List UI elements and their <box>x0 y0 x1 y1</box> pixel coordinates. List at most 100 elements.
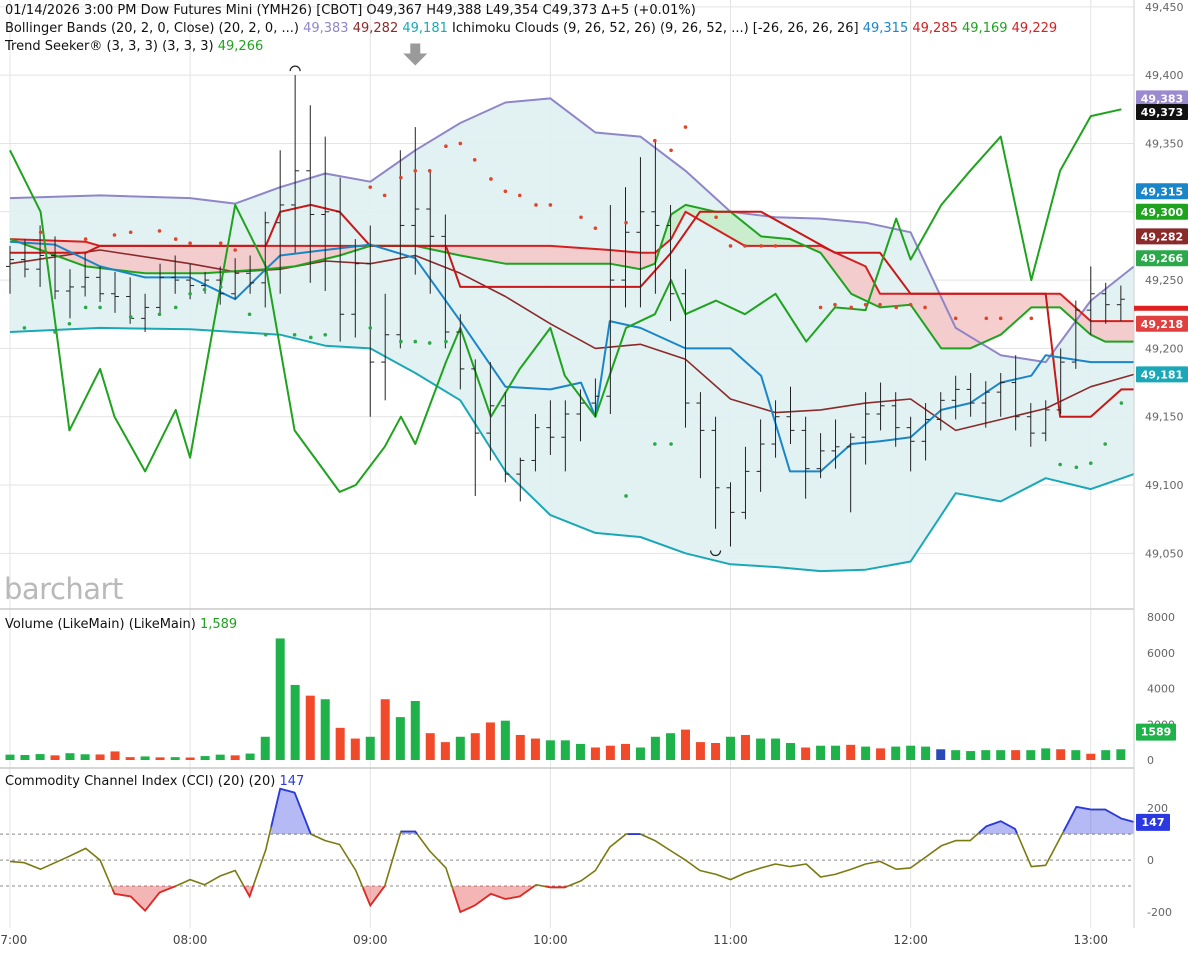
volume-bar[interactable] <box>891 747 900 760</box>
volume-bar[interactable] <box>831 746 840 760</box>
volume-panel[interactable] <box>6 638 1126 760</box>
volume-bar[interactable] <box>516 735 525 760</box>
cci-legend: Commodity Channel Index (CCI) (20) (20) … <box>5 773 304 791</box>
volume-bar[interactable] <box>471 733 480 760</box>
volume-bar[interactable] <box>741 735 750 760</box>
volume-bar[interactable] <box>1011 750 1020 760</box>
volume-bar[interactable] <box>366 737 375 760</box>
volume-bar[interactable] <box>171 757 180 760</box>
volume-bar[interactable] <box>111 751 120 760</box>
volume-bar[interactable] <box>1101 750 1110 760</box>
volume-bar[interactable] <box>20 755 29 760</box>
volume-bar[interactable] <box>456 737 465 760</box>
volume-legend: Volume (LikeMain) (LikeMain) 1,589 <box>5 616 237 634</box>
price-value-label: 49,300 <box>1136 204 1188 220</box>
volume-bar[interactable] <box>426 733 435 760</box>
volume-bar[interactable] <box>921 747 930 760</box>
volume-bar[interactable] <box>591 747 600 760</box>
volume-bar[interactable] <box>216 755 225 760</box>
legend-ts-value: 49,266 <box>218 39 264 54</box>
trend-seeker-dot-green <box>219 285 223 289</box>
volume-bar[interactable] <box>666 733 675 760</box>
volume-bar[interactable] <box>771 739 780 760</box>
volume-bar[interactable] <box>276 638 285 760</box>
volume-bar[interactable] <box>756 739 765 760</box>
cci-tick-label: 0 <box>1147 854 1154 867</box>
price-panel[interactable] <box>6 43 1134 571</box>
volume-bar[interactable] <box>351 739 360 760</box>
volume-bar[interactable] <box>81 754 90 760</box>
trend-seeker-dot-green <box>1058 463 1062 467</box>
volume-bar[interactable] <box>1056 749 1065 760</box>
trend-seeker-dot-red <box>504 189 508 193</box>
x-tick-label: 11:00 <box>713 933 748 947</box>
volume-bar[interactable] <box>1041 748 1050 760</box>
volume-bar[interactable] <box>876 748 885 760</box>
volume-bar[interactable] <box>1026 750 1035 760</box>
volume-bar[interactable] <box>786 743 795 760</box>
legend-bb-upper: 49,383 <box>303 21 349 36</box>
volume-bar[interactable] <box>711 743 720 760</box>
volume-bar[interactable] <box>846 745 855 760</box>
volume-bar[interactable] <box>561 740 570 760</box>
volume-bar[interactable] <box>141 756 150 760</box>
volume-bar[interactable] <box>6 755 15 760</box>
volume-bar[interactable] <box>996 750 1005 760</box>
cci-panel[interactable] <box>0 789 1134 912</box>
volume-bar[interactable] <box>306 696 315 760</box>
volume-bar[interactable] <box>156 757 165 760</box>
legend-bb-lower: 49,181 <box>402 21 448 36</box>
trend-seeker-dot-green <box>264 333 268 337</box>
volume-bar[interactable] <box>246 754 255 760</box>
volume-bar[interactable] <box>231 755 240 760</box>
volume-bar[interactable] <box>381 699 390 760</box>
volume-bar[interactable] <box>966 751 975 760</box>
volume-bar[interactable] <box>51 755 60 760</box>
volume-bar[interactable] <box>201 756 210 760</box>
volume-bar[interactable] <box>636 747 645 760</box>
volume-bar[interactable] <box>861 747 870 760</box>
volume-bar[interactable] <box>486 722 495 760</box>
volume-bar[interactable] <box>261 737 270 760</box>
volume-bar[interactable] <box>126 757 135 760</box>
volume-bar[interactable] <box>696 742 705 760</box>
volume-bar[interactable] <box>726 737 735 760</box>
trend-seeker-dot-red <box>669 148 673 152</box>
price-value-label-text: 49,315 <box>1141 185 1183 198</box>
volume-bar[interactable] <box>65 753 74 760</box>
volume-bar[interactable] <box>576 744 585 760</box>
volume-bar[interactable] <box>336 728 345 760</box>
volume-bar[interactable] <box>411 701 420 760</box>
volume-bar[interactable] <box>1086 754 1095 760</box>
trend-seeker-dot-red <box>833 303 837 307</box>
volume-bar[interactable] <box>801 747 810 760</box>
volume-bar[interactable] <box>291 685 300 760</box>
volume-bar[interactable] <box>546 740 555 760</box>
volume-bar[interactable] <box>981 750 990 760</box>
trend-seeker-dot-red <box>219 241 223 245</box>
volume-bar[interactable] <box>531 739 540 760</box>
volume-bar[interactable] <box>621 744 630 760</box>
x-tick-label: 09:00 <box>353 933 388 947</box>
volume-bar[interactable] <box>1071 750 1080 760</box>
volume-bar[interactable] <box>186 757 195 760</box>
volume-bar[interactable] <box>441 742 450 760</box>
volume-bar[interactable] <box>36 754 45 760</box>
volume-bar[interactable] <box>96 754 105 760</box>
volume-bar[interactable] <box>951 750 960 760</box>
high-marker-icon <box>290 66 300 71</box>
volume-bar[interactable] <box>906 746 915 760</box>
volume-bar[interactable] <box>651 737 660 760</box>
volume-bar[interactable] <box>606 746 615 760</box>
volume-bar[interactable] <box>321 699 330 760</box>
volume-bar[interactable] <box>681 730 690 760</box>
volume-bar[interactable] <box>396 717 405 760</box>
volume-bar[interactable] <box>936 749 945 760</box>
volume-bar[interactable] <box>816 746 825 760</box>
trend-seeker-dot-red <box>113 233 117 237</box>
legend-ohlc: O49,367 H49,388 L49,354 C49,373 <box>366 3 597 18</box>
trend-seeker-dot-green <box>1120 401 1124 405</box>
volume-bar[interactable] <box>501 721 510 760</box>
volume-bar[interactable] <box>1116 749 1125 760</box>
